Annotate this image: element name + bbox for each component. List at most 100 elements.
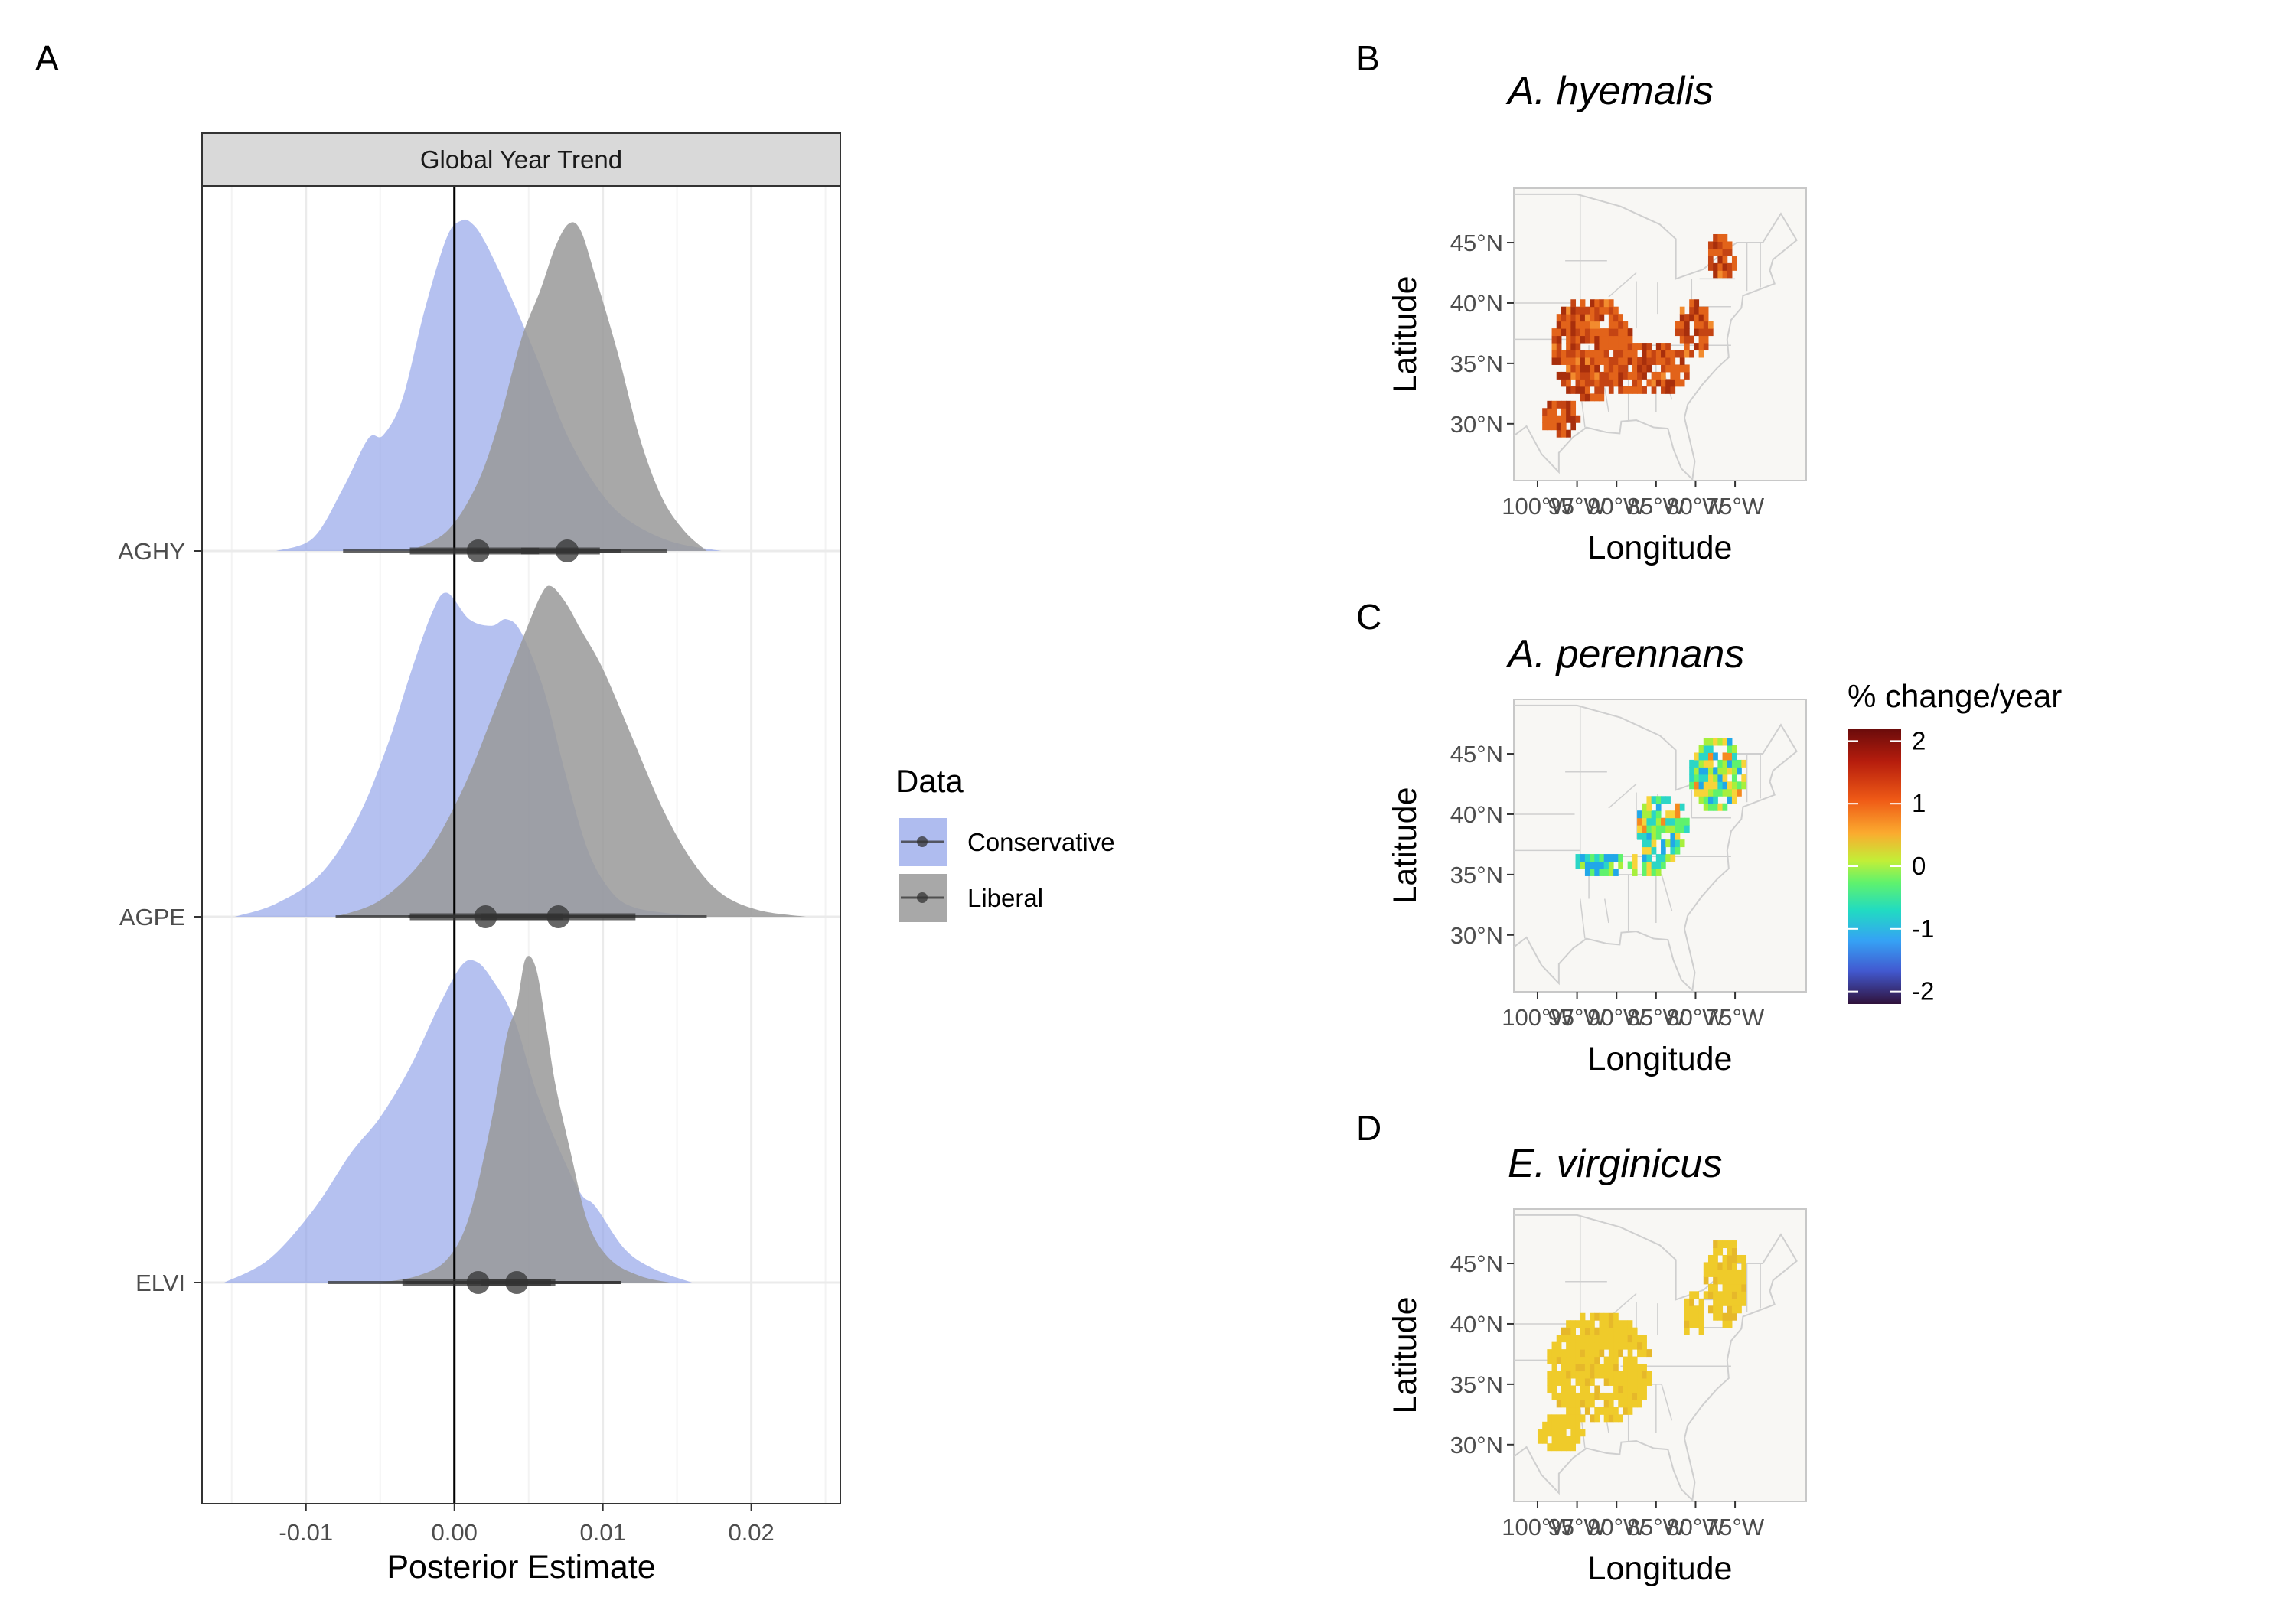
map-cell (1556, 1443, 1562, 1452)
map-cell (1613, 314, 1619, 322)
heatmap-cells-perennans (1575, 738, 1747, 876)
map-cell (1698, 1298, 1704, 1306)
map-cell (1642, 1377, 1647, 1386)
map-cell (1584, 1377, 1590, 1386)
map-cell (1731, 1298, 1737, 1306)
map-cell (1661, 343, 1666, 351)
map-cell (1727, 262, 1733, 271)
map-cell (1603, 1320, 1609, 1328)
map-cell (1566, 364, 1571, 373)
map-cell (1727, 745, 1733, 753)
map-cell (1580, 1400, 1586, 1408)
map-cell (1613, 1385, 1619, 1393)
map-cell (1623, 371, 1629, 380)
map-cell (1556, 1429, 1562, 1437)
map-cell (1632, 1364, 1638, 1372)
map-cell (1599, 343, 1605, 351)
map-cell (1651, 846, 1657, 855)
map-cell (1566, 1327, 1571, 1335)
map-cell (1646, 1377, 1652, 1386)
map-cell (1661, 350, 1666, 358)
map-cell (1608, 1312, 1614, 1321)
map-cell (1584, 1371, 1590, 1379)
map-cell (1618, 1377, 1623, 1386)
map-cell (1561, 400, 1567, 409)
map-cell (1632, 1335, 1638, 1343)
map-cell (1575, 1392, 1581, 1400)
map-cell (1707, 1269, 1714, 1277)
map-cell (1675, 810, 1681, 819)
map-cell (1684, 1298, 1690, 1306)
map-cell (1623, 350, 1629, 358)
map-cell (1575, 306, 1581, 315)
map-cell (1623, 343, 1629, 351)
colorbar-tick-label: 1 (1912, 789, 1926, 817)
map-cell (1575, 314, 1581, 322)
map-cell (1566, 1371, 1571, 1379)
map-cell (1570, 1429, 1577, 1437)
map-cell (1646, 364, 1652, 373)
map-cell (1566, 1364, 1571, 1372)
map-cell (1590, 299, 1595, 308)
map-cell (1623, 1400, 1629, 1408)
map-cell (1590, 335, 1595, 344)
map-cell (1547, 1414, 1553, 1423)
density-aghy-liberal (409, 222, 707, 551)
map-cell (1727, 248, 1733, 256)
map-cell (1707, 256, 1714, 264)
map-cell (1613, 1327, 1619, 1335)
map-cell (1613, 1356, 1619, 1364)
map-cell (1655, 357, 1662, 365)
map-cell (1556, 350, 1562, 358)
map-cell (1618, 1327, 1623, 1335)
map-cell (1727, 1254, 1733, 1263)
map-cell (1737, 1298, 1742, 1306)
map-cell (1655, 861, 1662, 869)
map-cell (1731, 752, 1737, 761)
map-cell (1661, 817, 1666, 826)
y-tick-label: AGPE (119, 904, 185, 931)
map-cell (1665, 364, 1671, 373)
state-boundary (1579, 898, 1586, 939)
point-estimate-elvi-liberal (505, 1271, 529, 1294)
map-cell (1575, 364, 1581, 373)
map-cell (1618, 379, 1623, 387)
map-cell (1694, 774, 1700, 782)
map-cell (1707, 1283, 1714, 1292)
map-cell (1566, 328, 1571, 337)
map-cell (1627, 1385, 1633, 1393)
map-cell (1566, 415, 1571, 423)
map-cell (1623, 364, 1629, 373)
plot-border (201, 185, 841, 1504)
map-cell (1632, 343, 1638, 351)
map-cell (1646, 810, 1652, 819)
map-cell (1646, 854, 1652, 862)
map-cell (1580, 306, 1586, 315)
interval-layer (328, 539, 707, 1294)
map-cell (1575, 1414, 1581, 1423)
map-cell (1642, 861, 1647, 869)
map-cell (1584, 328, 1590, 337)
map-cell (1594, 1327, 1600, 1335)
map-cell (1561, 306, 1567, 315)
map-cell (1618, 314, 1623, 322)
map-cell (1675, 832, 1681, 840)
map-cell (1608, 1349, 1614, 1358)
map-cell (1741, 1283, 1747, 1292)
coastline-outline (1513, 193, 1798, 481)
map-cell (1717, 241, 1724, 249)
map-cell (1594, 335, 1600, 344)
map-cell (1599, 1392, 1605, 1400)
map-cell (1722, 1254, 1728, 1263)
map-cell (1566, 1356, 1571, 1364)
colorbar-title: % change/year (1848, 678, 2062, 714)
map-cell (1580, 328, 1586, 337)
map-cell (1556, 343, 1562, 351)
state-boundary (1608, 783, 1637, 809)
map-cell (1551, 335, 1557, 344)
map-cell (1731, 781, 1737, 790)
map-cell (1580, 1349, 1586, 1358)
map-cell (1556, 1377, 1562, 1386)
map-cell (1637, 1377, 1642, 1386)
map-cell (1717, 1262, 1724, 1270)
